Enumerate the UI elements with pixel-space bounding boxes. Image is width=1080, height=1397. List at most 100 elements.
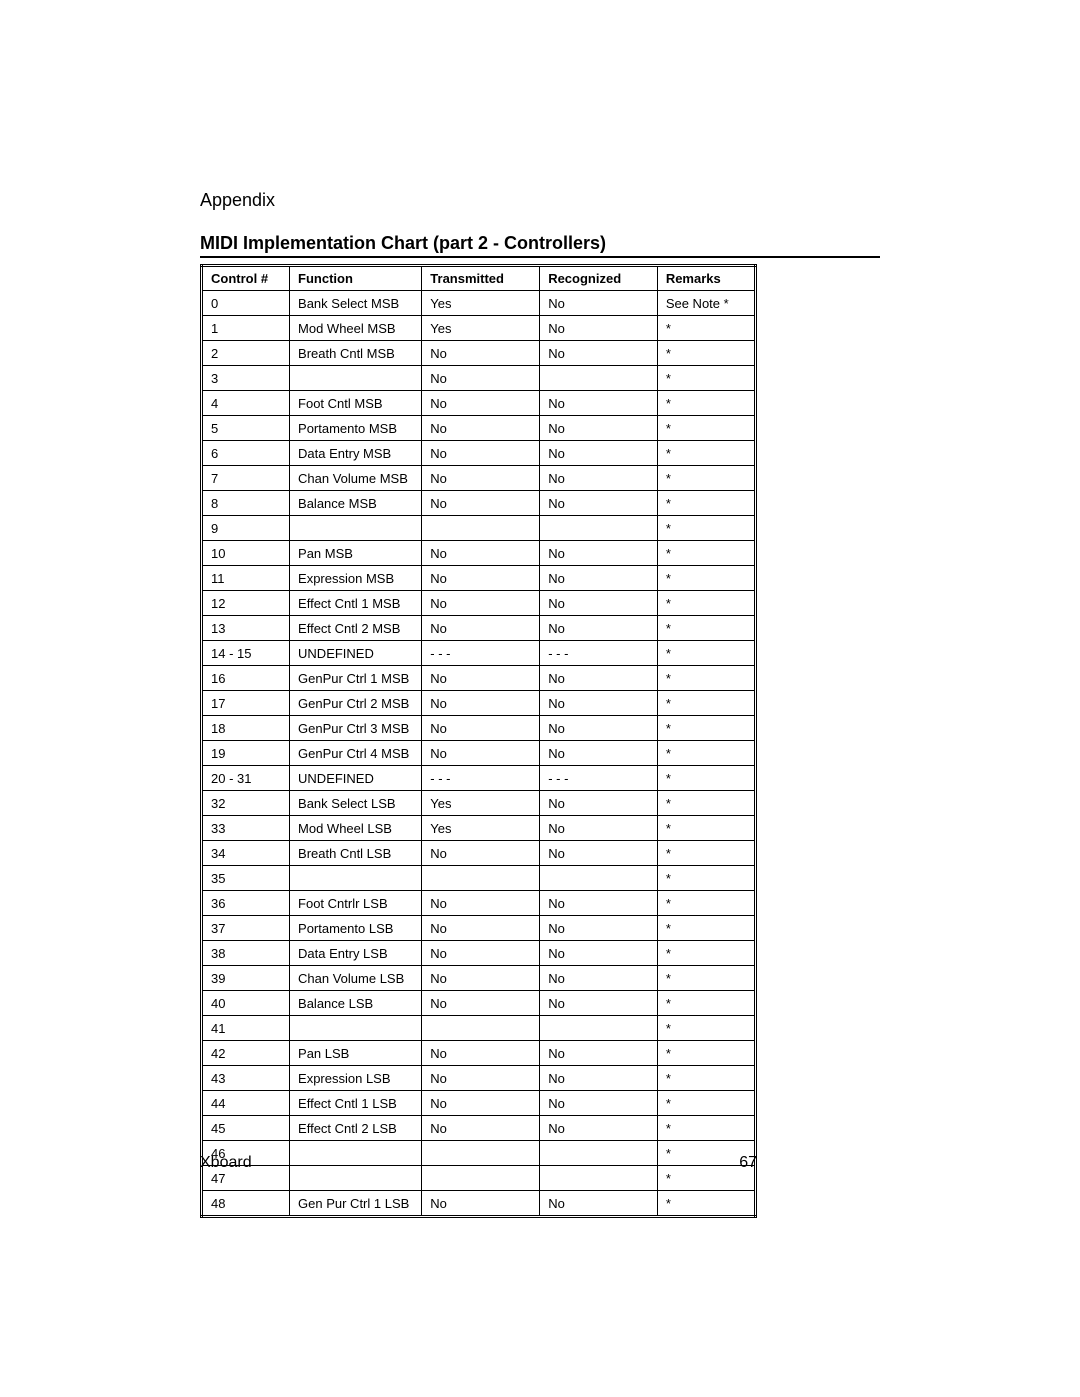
table-row: 42Pan LSBNoNo* bbox=[202, 1041, 756, 1066]
table-row: 33Mod Wheel LSBYesNo* bbox=[202, 816, 756, 841]
table-header-row: Control # Function Transmitted Recognize… bbox=[202, 266, 756, 291]
table-cell: No bbox=[422, 616, 540, 641]
table-cell: Expression MSB bbox=[290, 566, 422, 591]
table-row: 36Foot Cntrlr LSBNoNo* bbox=[202, 891, 756, 916]
table-cell: No bbox=[540, 891, 658, 916]
table-cell: * bbox=[657, 1066, 755, 1091]
table-cell: No bbox=[540, 391, 658, 416]
table-cell: UNDEFINED bbox=[290, 641, 422, 666]
col-header-transmitted: Transmitted bbox=[422, 266, 540, 291]
table-cell: No bbox=[422, 341, 540, 366]
table-cell: 12 bbox=[202, 591, 290, 616]
table-cell: 16 bbox=[202, 666, 290, 691]
table-cell: Breath Cntl MSB bbox=[290, 341, 422, 366]
table-cell: * bbox=[657, 466, 755, 491]
table-cell: 43 bbox=[202, 1066, 290, 1091]
table-row: 19GenPur Ctrl 4 MSBNoNo* bbox=[202, 741, 756, 766]
table-cell: * bbox=[657, 566, 755, 591]
table-row: 43Expression LSBNoNo* bbox=[202, 1066, 756, 1091]
table-cell: GenPur Ctrl 1 MSB bbox=[290, 666, 422, 691]
table-row: 45Effect Cntl 2 LSBNoNo* bbox=[202, 1116, 756, 1141]
table-cell: No bbox=[422, 1191, 540, 1217]
table-cell: Chan Volume MSB bbox=[290, 466, 422, 491]
table-cell: 17 bbox=[202, 691, 290, 716]
table-cell: * bbox=[657, 716, 755, 741]
table-row: 8Balance MSBNoNo* bbox=[202, 491, 756, 516]
table-row: 40Balance LSBNoNo* bbox=[202, 991, 756, 1016]
table-cell: Gen Pur Ctrl 1 LSB bbox=[290, 1191, 422, 1217]
table-cell: GenPur Ctrl 3 MSB bbox=[290, 716, 422, 741]
table-cell: Breath Cntl LSB bbox=[290, 841, 422, 866]
page-footer: Xboard 67 bbox=[200, 1154, 757, 1172]
page-title: MIDI Implementation Chart (part 2 - Cont… bbox=[200, 233, 880, 258]
table-row: 10Pan MSBNoNo* bbox=[202, 541, 756, 566]
table-row: 32Bank Select LSBYesNo* bbox=[202, 791, 756, 816]
table-cell: 35 bbox=[202, 866, 290, 891]
table-cell: No bbox=[540, 291, 658, 316]
table-row: 4Foot Cntl MSBNoNo* bbox=[202, 391, 756, 416]
table-cell: 36 bbox=[202, 891, 290, 916]
table-cell: * bbox=[657, 341, 755, 366]
table-cell: * bbox=[657, 541, 755, 566]
table-cell: No bbox=[540, 1091, 658, 1116]
table-row: 5Portamento MSBNoNo* bbox=[202, 416, 756, 441]
table-cell: No bbox=[422, 391, 540, 416]
table-row: 35* bbox=[202, 866, 756, 891]
table-cell: * bbox=[657, 1041, 755, 1066]
table-cell: 11 bbox=[202, 566, 290, 591]
table-cell: Mod Wheel MSB bbox=[290, 316, 422, 341]
table-cell: * bbox=[657, 891, 755, 916]
table-cell: 41 bbox=[202, 1016, 290, 1041]
table-cell: 7 bbox=[202, 466, 290, 491]
table-cell: No bbox=[422, 916, 540, 941]
table-row: 12Effect Cntl 1 MSBNoNo* bbox=[202, 591, 756, 616]
table-row: 44Effect Cntl 1 LSBNoNo* bbox=[202, 1091, 756, 1116]
table-cell: No bbox=[540, 466, 658, 491]
table-cell: * bbox=[657, 316, 755, 341]
table-cell: * bbox=[657, 491, 755, 516]
table-cell: GenPur Ctrl 4 MSB bbox=[290, 741, 422, 766]
table-cell: Effect Cntl 2 MSB bbox=[290, 616, 422, 641]
table-cell: No bbox=[540, 1191, 658, 1217]
table-row: 2Breath Cntl MSBNoNo* bbox=[202, 341, 756, 366]
table-row: 20 - 31UNDEFINED- - -- - -* bbox=[202, 766, 756, 791]
table-cell: Mod Wheel LSB bbox=[290, 816, 422, 841]
footer-product: Xboard bbox=[200, 1154, 252, 1172]
table-cell: Portamento MSB bbox=[290, 416, 422, 441]
table-cell: 34 bbox=[202, 841, 290, 866]
table-row: 39Chan Volume LSBNoNo* bbox=[202, 966, 756, 991]
table-cell: Bank Select LSB bbox=[290, 791, 422, 816]
footer-page-number: 67 bbox=[739, 1154, 757, 1172]
table-cell: No bbox=[540, 966, 658, 991]
table-cell: 9 bbox=[202, 516, 290, 541]
table-cell: 18 bbox=[202, 716, 290, 741]
table-cell: * bbox=[657, 641, 755, 666]
table-cell: * bbox=[657, 666, 755, 691]
table-cell: No bbox=[422, 466, 540, 491]
table-cell: No bbox=[422, 366, 540, 391]
table-row: 38Data Entry LSBNoNo* bbox=[202, 941, 756, 966]
table-cell: No bbox=[422, 416, 540, 441]
table-cell: 45 bbox=[202, 1116, 290, 1141]
table-cell: No bbox=[540, 1041, 658, 1066]
table-cell: * bbox=[657, 591, 755, 616]
table-cell: No bbox=[422, 1116, 540, 1141]
table-row: 13Effect Cntl 2 MSBNoNo* bbox=[202, 616, 756, 641]
table-row: 48Gen Pur Ctrl 1 LSBNoNo* bbox=[202, 1191, 756, 1217]
table-cell: Effect Cntl 2 LSB bbox=[290, 1116, 422, 1141]
table-cell: No bbox=[540, 441, 658, 466]
table-cell: No bbox=[422, 441, 540, 466]
table-row: 1Mod Wheel MSBYesNo* bbox=[202, 316, 756, 341]
table-row: 34Breath Cntl LSBNoNo* bbox=[202, 841, 756, 866]
table-cell: No bbox=[540, 491, 658, 516]
table-cell: Yes bbox=[422, 816, 540, 841]
table-cell: * bbox=[657, 391, 755, 416]
table-cell: * bbox=[657, 916, 755, 941]
table-cell: No bbox=[422, 591, 540, 616]
table-cell: Pan LSB bbox=[290, 1041, 422, 1066]
table-cell: * bbox=[657, 841, 755, 866]
table-cell bbox=[290, 1016, 422, 1041]
table-cell: Foot Cntrlr LSB bbox=[290, 891, 422, 916]
table-row: 9* bbox=[202, 516, 756, 541]
table-cell: Data Entry MSB bbox=[290, 441, 422, 466]
